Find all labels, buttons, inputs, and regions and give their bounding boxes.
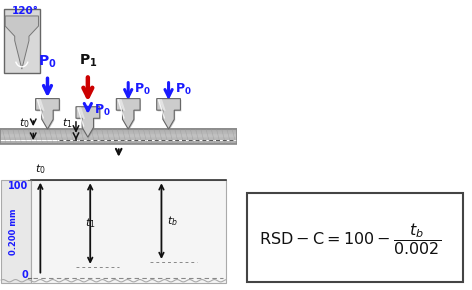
Text: $\mathbf{P_0}$: $\mathbf{P_0}$ <box>94 103 110 118</box>
Bar <box>1 180 31 283</box>
Polygon shape <box>35 99 59 129</box>
Polygon shape <box>36 100 60 130</box>
Text: $t_1$: $t_1$ <box>62 116 72 130</box>
Bar <box>0 130 237 131</box>
Polygon shape <box>157 99 180 129</box>
Bar <box>31 180 226 283</box>
Text: $t_1$: $t_1$ <box>85 216 95 230</box>
Bar <box>0 138 237 139</box>
Bar <box>0 133 237 134</box>
Bar <box>0 135 237 136</box>
Polygon shape <box>159 99 166 111</box>
Polygon shape <box>118 99 126 111</box>
Bar <box>0 143 237 144</box>
FancyBboxPatch shape <box>4 9 41 72</box>
Text: 0: 0 <box>21 271 28 280</box>
Polygon shape <box>37 99 45 111</box>
Text: $t_b$: $t_b$ <box>168 214 178 228</box>
Bar <box>0 128 237 129</box>
Polygon shape <box>77 108 101 138</box>
Text: $\mathbf{P_0}$: $\mathbf{P_0}$ <box>175 82 191 97</box>
Text: $t_0$: $t_0$ <box>35 162 46 176</box>
Text: $\mathrm{RSD} - \mathrm{C} = 100 - \dfrac{t_b}{0.002}$: $\mathrm{RSD} - \mathrm{C} = 100 - \dfra… <box>259 221 440 257</box>
Bar <box>0 132 237 133</box>
Bar <box>0 129 237 130</box>
Text: $\mathbf{P_0}$: $\mathbf{P_0}$ <box>38 53 57 70</box>
Text: $\mathbf{P_1}$: $\mathbf{P_1}$ <box>79 52 97 69</box>
Bar <box>0 131 237 132</box>
Bar <box>0 137 237 138</box>
Polygon shape <box>77 107 85 119</box>
Polygon shape <box>76 107 100 137</box>
Polygon shape <box>116 99 140 129</box>
Text: $t_0$: $t_0$ <box>19 116 30 130</box>
Bar <box>0 136 237 137</box>
Polygon shape <box>158 100 181 130</box>
Bar <box>0 142 237 143</box>
Text: $\mathbf{P_0}$: $\mathbf{P_0}$ <box>134 82 151 97</box>
Bar <box>0 141 237 142</box>
Bar <box>0 129 237 144</box>
Polygon shape <box>117 100 141 130</box>
Text: 120°: 120° <box>11 6 38 16</box>
Polygon shape <box>5 16 38 69</box>
Bar <box>0 139 237 140</box>
Text: 0.200 mm: 0.200 mm <box>8 208 17 255</box>
FancyBboxPatch shape <box>247 193 463 282</box>
Text: 100: 100 <box>8 181 28 191</box>
Bar <box>0 130 237 131</box>
